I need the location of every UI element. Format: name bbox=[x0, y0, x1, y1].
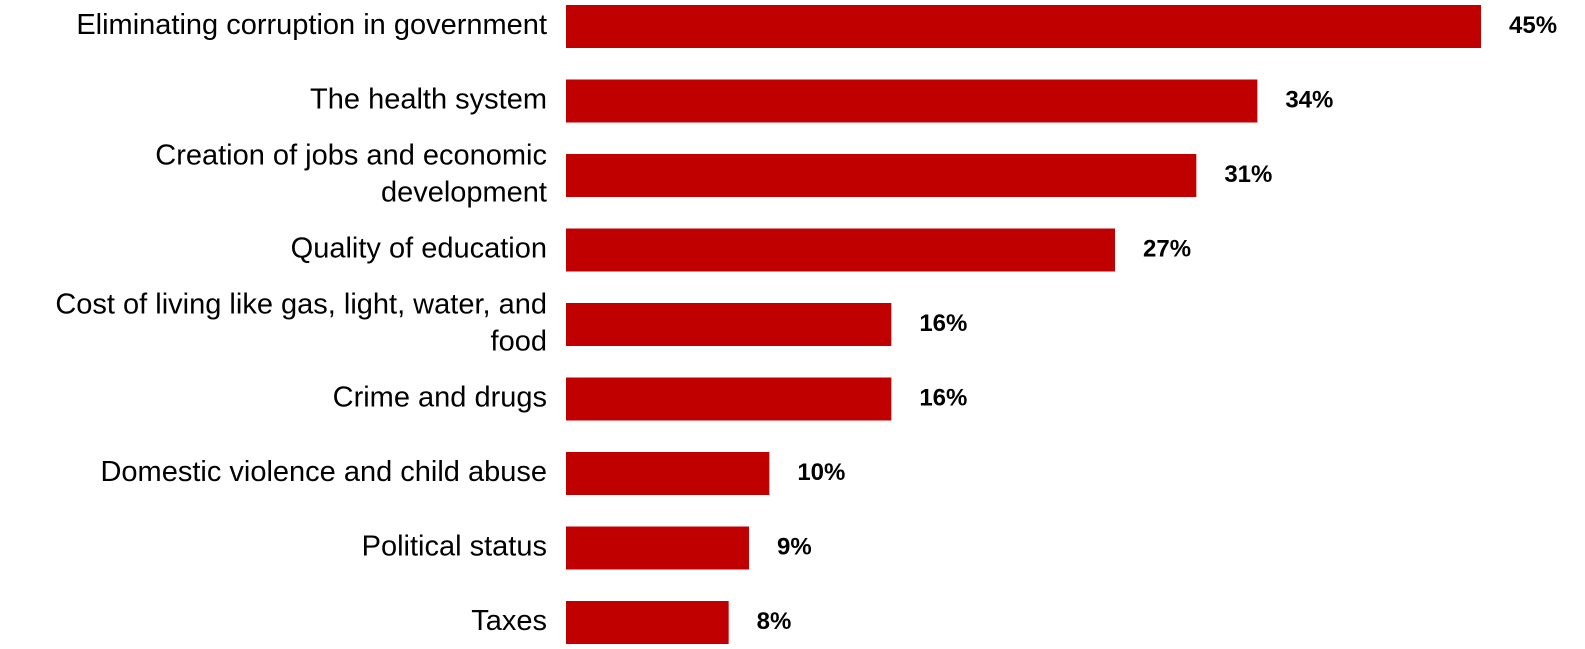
bar-9 bbox=[566, 601, 729, 644]
category-label-line: Political status bbox=[362, 531, 547, 563]
bar-7 bbox=[566, 452, 770, 495]
category-label-line: Crime and drugs bbox=[333, 382, 547, 414]
value-label-1: 45% bbox=[1509, 12, 1557, 39]
value-label-3: 31% bbox=[1224, 161, 1272, 188]
category-label-line: Creation of jobs and economic bbox=[155, 140, 547, 172]
bar-1 bbox=[566, 5, 1481, 48]
bar-4 bbox=[566, 228, 1115, 272]
bar-8 bbox=[566, 526, 749, 570]
value-label-5: 16% bbox=[919, 310, 967, 337]
category-label-9: Taxes bbox=[471, 605, 547, 637]
category-label-6: Crime and drugs bbox=[333, 382, 547, 414]
value-label-6: 16% bbox=[919, 384, 967, 411]
category-label-line: Taxes bbox=[471, 605, 547, 637]
category-label-line: development bbox=[381, 177, 547, 209]
bar-2 bbox=[566, 79, 1258, 123]
category-label-8: Political status bbox=[362, 531, 547, 563]
category-label-1: Eliminating corruption in government bbox=[76, 9, 547, 41]
category-label-5: Cost of living like gas, light, water, a… bbox=[55, 289, 547, 358]
value-label-4: 27% bbox=[1143, 235, 1191, 262]
bar-5 bbox=[566, 303, 892, 346]
bar-6 bbox=[566, 377, 892, 421]
category-labels: Eliminating corruption in government The … bbox=[55, 9, 547, 637]
category-label-line: Cost of living like gas, light, water, a… bbox=[55, 289, 547, 321]
category-label-3: Creation of jobs and economic development bbox=[155, 140, 547, 209]
value-labels: 45% 34% 31% 27% 16% 16% 10% 9% 8% bbox=[757, 12, 1557, 635]
category-label-2: The health system bbox=[310, 84, 547, 116]
bar-3 bbox=[566, 154, 1197, 197]
category-label-7: Domestic violence and child abuse bbox=[100, 456, 547, 488]
category-label-4: Quality of education bbox=[291, 233, 547, 265]
value-label-8: 9% bbox=[777, 533, 812, 560]
category-label-line: The health system bbox=[310, 84, 547, 116]
value-label-2: 34% bbox=[1285, 86, 1333, 113]
value-label-7: 10% bbox=[797, 459, 845, 486]
category-label-line: Eliminating corruption in government bbox=[76, 9, 547, 41]
category-label-line: food bbox=[491, 326, 547, 358]
value-label-9: 8% bbox=[757, 608, 792, 635]
bars-group bbox=[566, 5, 1481, 644]
category-label-line: Domestic violence and child abuse bbox=[100, 456, 547, 488]
category-label-line: Quality of education bbox=[291, 233, 547, 265]
